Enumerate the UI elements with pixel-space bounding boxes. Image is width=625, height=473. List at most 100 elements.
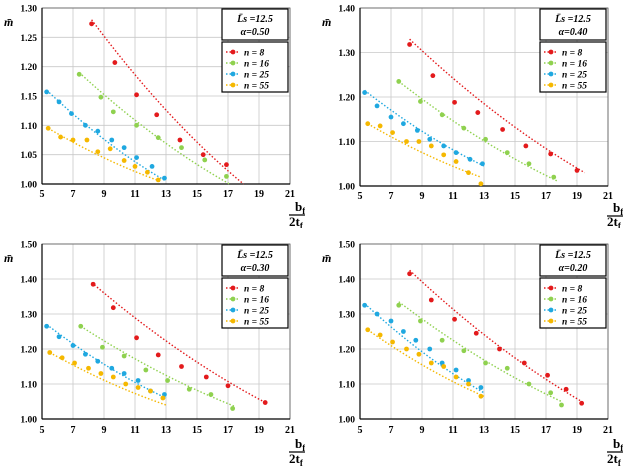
data-point — [59, 355, 65, 361]
y-axis-symbol: m̄ — [4, 251, 13, 265]
data-point — [70, 343, 76, 348]
x-axis-symbol-denominator: 2tf — [289, 451, 304, 468]
legend-swatch-marker — [548, 307, 554, 313]
x-tick-label: 13 — [479, 191, 489, 202]
data-point — [452, 316, 457, 322]
data-point — [95, 149, 101, 155]
data-point — [186, 386, 192, 392]
data-point — [109, 137, 115, 143]
legend-swatch-marker — [548, 318, 554, 324]
trend-line-3 — [46, 323, 167, 399]
info-box: L̄s =12.5 α=0.20 — [539, 244, 607, 277]
data-point — [95, 128, 101, 134]
data-point — [135, 378, 141, 383]
data-point — [365, 121, 371, 127]
data-point — [416, 139, 422, 144]
y-axis-symbol: m̄ — [322, 251, 331, 265]
legend-swatch-marker — [230, 82, 236, 88]
info-alpha: α=0.40 — [559, 27, 588, 38]
data-point — [110, 109, 116, 115]
x-tick-label: 15 — [192, 189, 202, 200]
y-tick-label: 1.10 — [338, 381, 355, 391]
legend-swatch-marker — [230, 60, 236, 66]
data-point — [401, 329, 406, 334]
data-point — [453, 150, 459, 156]
y-tick-label: 1.20 — [20, 346, 37, 356]
data-point — [427, 136, 433, 142]
data-point — [83, 351, 88, 357]
data-point — [523, 143, 529, 149]
y-tick-label: 1.20 — [20, 63, 37, 73]
x-tick-label: 21 — [603, 191, 613, 202]
data-point — [90, 281, 96, 287]
legend-label: n = 8 — [562, 285, 582, 295]
legend-label: n = 25 — [562, 71, 587, 81]
data-point — [121, 353, 127, 359]
data-point — [95, 358, 101, 364]
data-point — [70, 137, 76, 143]
chart-panel-bottom-left: 5 7 9 11 13 15 17 19 21 1.00 1.10 1.20 1.30 1.40 1.50 m… — [0, 236, 317, 468]
y-tick-label: 1.00 — [20, 181, 37, 191]
data-point — [545, 372, 550, 378]
data-point — [86, 365, 91, 371]
x-tick-label: 17 — [223, 189, 233, 200]
data-point — [160, 395, 166, 401]
data-point — [428, 360, 434, 366]
data-point — [418, 99, 423, 104]
data-point — [396, 302, 402, 308]
x-tick-label: 15 — [510, 191, 520, 202]
data-point — [112, 60, 118, 65]
data-point — [439, 337, 445, 343]
data-point — [58, 134, 63, 140]
y-tick-label: 1.10 — [338, 138, 355, 148]
trend-line-4 — [367, 329, 485, 397]
data-point — [388, 318, 394, 324]
trend-line-2 — [80, 325, 237, 408]
data-point — [551, 174, 557, 180]
x-tick-label: 5 — [358, 191, 363, 202]
data-point — [388, 114, 394, 120]
data-point — [473, 330, 479, 336]
y-tick-label: 1.40 — [338, 276, 355, 286]
data-point — [504, 365, 510, 371]
x-tick-label: 11 — [448, 425, 457, 436]
data-point — [480, 161, 485, 167]
x-tick-label: 19 — [572, 425, 582, 436]
y-tick-label: 1.50 — [20, 241, 37, 251]
info-box: L̄s =12.5 α=0.40 — [539, 8, 607, 41]
data-point — [200, 152, 206, 158]
data-point — [574, 168, 580, 173]
data-point — [179, 364, 184, 369]
data-point — [418, 318, 423, 324]
data-point — [155, 352, 161, 358]
info-box: L̄s =12.5 α=0.30 — [221, 244, 289, 277]
data-point — [504, 150, 510, 156]
data-point — [374, 311, 380, 317]
data-point — [230, 406, 236, 411]
x-tick-label: 5 — [40, 189, 45, 200]
x-tick-label: 15 — [510, 425, 520, 436]
data-point — [134, 92, 139, 98]
y-tick-label: 1.30 — [338, 49, 355, 59]
data-point — [430, 73, 436, 79]
data-point — [483, 136, 488, 142]
legend-swatch-marker — [548, 71, 554, 77]
data-point — [145, 169, 150, 175]
data-point — [453, 367, 459, 373]
data-point — [154, 112, 160, 118]
data-point — [121, 371, 127, 376]
legend-label: n = 55 — [562, 318, 587, 328]
x-axis-symbol-numerator: bf — [295, 199, 305, 216]
data-point — [453, 374, 459, 380]
data-point — [466, 381, 471, 387]
data-point — [521, 360, 527, 366]
x-tick-label: 13 — [161, 425, 171, 436]
data-point — [362, 302, 368, 308]
x-tick-label: 13 — [161, 189, 171, 200]
data-point — [47, 350, 53, 355]
data-point — [428, 297, 434, 303]
info-slenderness: L̄s =12.5 — [236, 250, 273, 261]
data-point — [416, 351, 422, 357]
data-point — [121, 158, 127, 163]
x-axis-symbol-denominator: 2tf — [607, 451, 622, 468]
